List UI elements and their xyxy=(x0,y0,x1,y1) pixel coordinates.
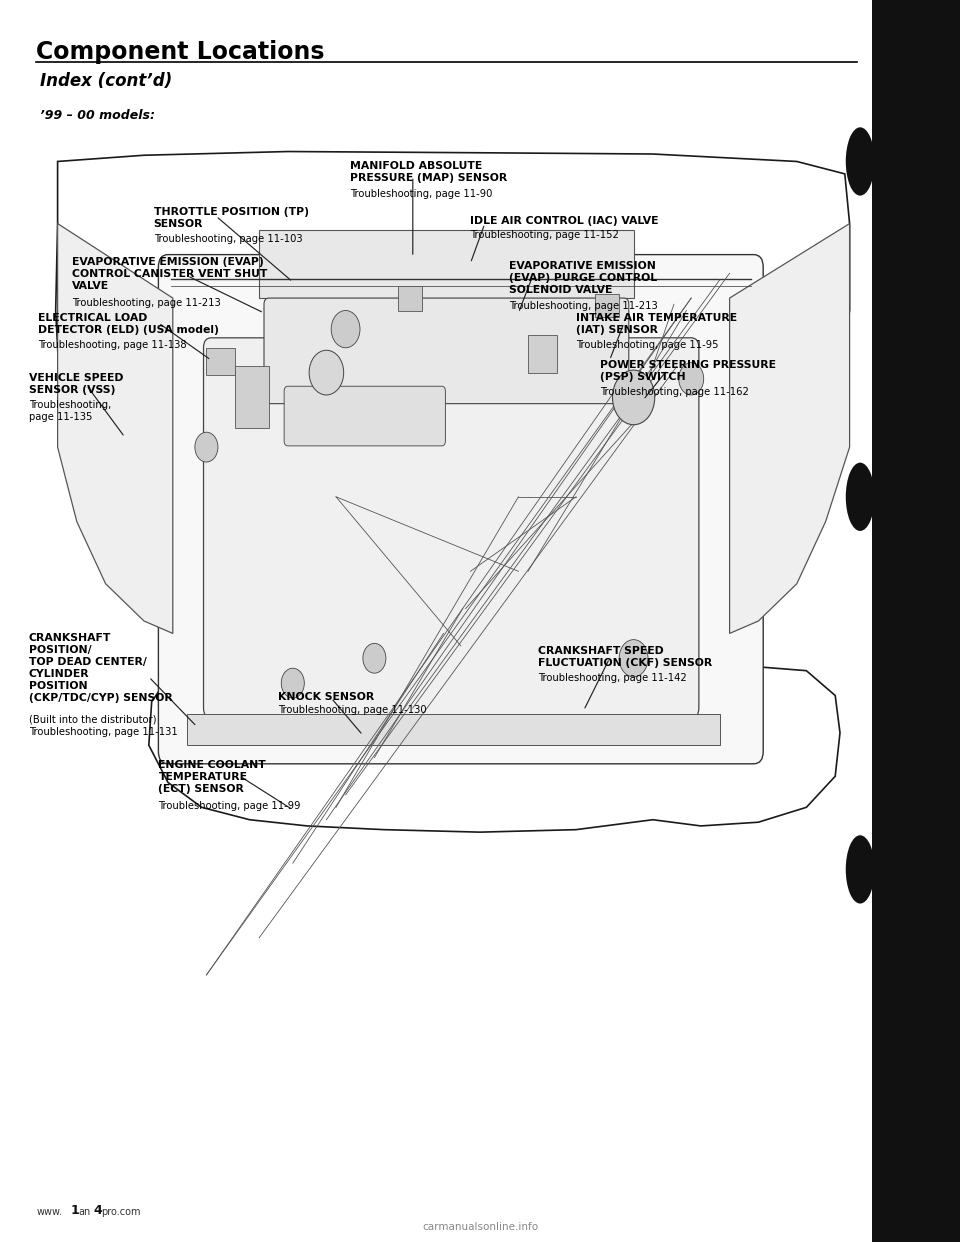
Bar xyxy=(528,335,557,373)
FancyBboxPatch shape xyxy=(284,386,445,446)
Text: carmanualsonline.info: carmanualsonline.info xyxy=(422,1222,538,1232)
Bar xyxy=(872,0,960,1242)
FancyBboxPatch shape xyxy=(204,338,699,718)
Ellipse shape xyxy=(846,128,875,195)
Text: EVAPORATIVE EMISSION
(EVAP) PURGE CONTROL
SOLENOID VALVE: EVAPORATIVE EMISSION (EVAP) PURGE CONTRO… xyxy=(509,261,657,294)
Text: an: an xyxy=(79,1207,91,1217)
Text: pro.com: pro.com xyxy=(101,1207,140,1217)
Text: INTAKE AIR TEMPERATURE
(IAT) SENSOR: INTAKE AIR TEMPERATURE (IAT) SENSOR xyxy=(576,313,737,335)
Text: Component Locations: Component Locations xyxy=(36,40,325,63)
Text: Troubleshooting, page 11-90: Troubleshooting, page 11-90 xyxy=(350,189,492,199)
Circle shape xyxy=(281,668,304,698)
Circle shape xyxy=(331,310,360,348)
Text: ’99 – 00 models:: ’99 – 00 models: xyxy=(40,109,156,122)
Polygon shape xyxy=(56,152,850,832)
Circle shape xyxy=(195,432,218,462)
Bar xyxy=(206,348,235,375)
Text: EVAPORATIVE EMISSION (EVAP)
CONTROL CANISTER VENT SHUT
VALVE: EVAPORATIVE EMISSION (EVAP) CONTROL CANI… xyxy=(72,257,268,291)
Ellipse shape xyxy=(846,462,875,532)
Text: Troubleshooting, page 11-130: Troubleshooting, page 11-130 xyxy=(278,705,427,715)
Text: Troubleshooting, page 11-138: Troubleshooting, page 11-138 xyxy=(38,340,187,350)
Text: (Built into the distributor)
Troubleshooting, page 11-131: (Built into the distributor) Troubleshoo… xyxy=(29,714,178,737)
Text: CRANKSHAFT SPEED
FLUCTUATION (CKF) SENSOR: CRANKSHAFT SPEED FLUCTUATION (CKF) SENSO… xyxy=(538,646,712,668)
Text: Troubleshooting,
page 11-135: Troubleshooting, page 11-135 xyxy=(29,400,111,422)
Bar xyxy=(595,294,619,317)
Text: 4: 4 xyxy=(93,1205,102,1217)
Text: Troubleshooting, page 11-162: Troubleshooting, page 11-162 xyxy=(600,388,749,397)
Text: KNOCK SENSOR: KNOCK SENSOR xyxy=(278,692,374,702)
Text: THROTTLE POSITION (TP)
SENSOR: THROTTLE POSITION (TP) SENSOR xyxy=(154,207,308,230)
Text: Troubleshooting, page 11-95: Troubleshooting, page 11-95 xyxy=(576,340,718,350)
Ellipse shape xyxy=(917,462,946,532)
FancyBboxPatch shape xyxy=(158,255,763,764)
Text: 1: 1 xyxy=(70,1205,79,1217)
Bar xyxy=(235,366,269,428)
Text: Index (cont’d): Index (cont’d) xyxy=(40,72,173,89)
Text: Troubleshooting, page 11-99: Troubleshooting, page 11-99 xyxy=(158,801,300,811)
Circle shape xyxy=(309,350,344,395)
Text: Troubleshooting, page 11-152: Troubleshooting, page 11-152 xyxy=(470,230,619,240)
Text: ELECTRICAL LOAD
DETECTOR (ELD) (USA model): ELECTRICAL LOAD DETECTOR (ELD) (USA mode… xyxy=(38,313,219,335)
Text: POWER STEERING PRESSURE
(PSP) SWITCH: POWER STEERING PRESSURE (PSP) SWITCH xyxy=(600,360,776,383)
Circle shape xyxy=(612,370,655,425)
Text: Troubleshooting, page 11-213: Troubleshooting, page 11-213 xyxy=(72,298,221,308)
Bar xyxy=(398,286,422,310)
Text: CRANKSHAFT
POSITION/
TOP DEAD CENTER/
CYLINDER
POSITION
(CKP/TDC/CYP) SENSOR: CRANKSHAFT POSITION/ TOP DEAD CENTER/ CY… xyxy=(29,633,173,703)
Polygon shape xyxy=(730,224,850,633)
Circle shape xyxy=(363,643,386,673)
FancyBboxPatch shape xyxy=(264,298,629,404)
Text: VEHICLE SPEED
SENSOR (VSS): VEHICLE SPEED SENSOR (VSS) xyxy=(29,373,123,395)
Circle shape xyxy=(679,363,704,395)
Ellipse shape xyxy=(846,835,875,904)
Text: ENGINE COOLANT
TEMPERATURE
(ECT) SENSOR: ENGINE COOLANT TEMPERATURE (ECT) SENSOR xyxy=(158,760,266,794)
Text: MANIFOLD ABSOLUTE
PRESSURE (MAP) SENSOR: MANIFOLD ABSOLUTE PRESSURE (MAP) SENSOR xyxy=(350,161,508,184)
Text: IDLE AIR CONTROL (IAC) VALVE: IDLE AIR CONTROL (IAC) VALVE xyxy=(470,216,659,226)
Ellipse shape xyxy=(917,835,946,904)
Text: Troubleshooting, page 11-103: Troubleshooting, page 11-103 xyxy=(154,235,302,245)
Circle shape xyxy=(619,640,648,677)
Text: Troubleshooting, page 11-142: Troubleshooting, page 11-142 xyxy=(538,673,686,683)
Bar xyxy=(259,230,634,298)
Text: www.: www. xyxy=(36,1207,62,1217)
Ellipse shape xyxy=(917,128,946,195)
Text: Troubleshooting, page 11-213: Troubleshooting, page 11-213 xyxy=(509,302,658,312)
Bar xyxy=(187,714,720,745)
Polygon shape xyxy=(58,224,173,633)
